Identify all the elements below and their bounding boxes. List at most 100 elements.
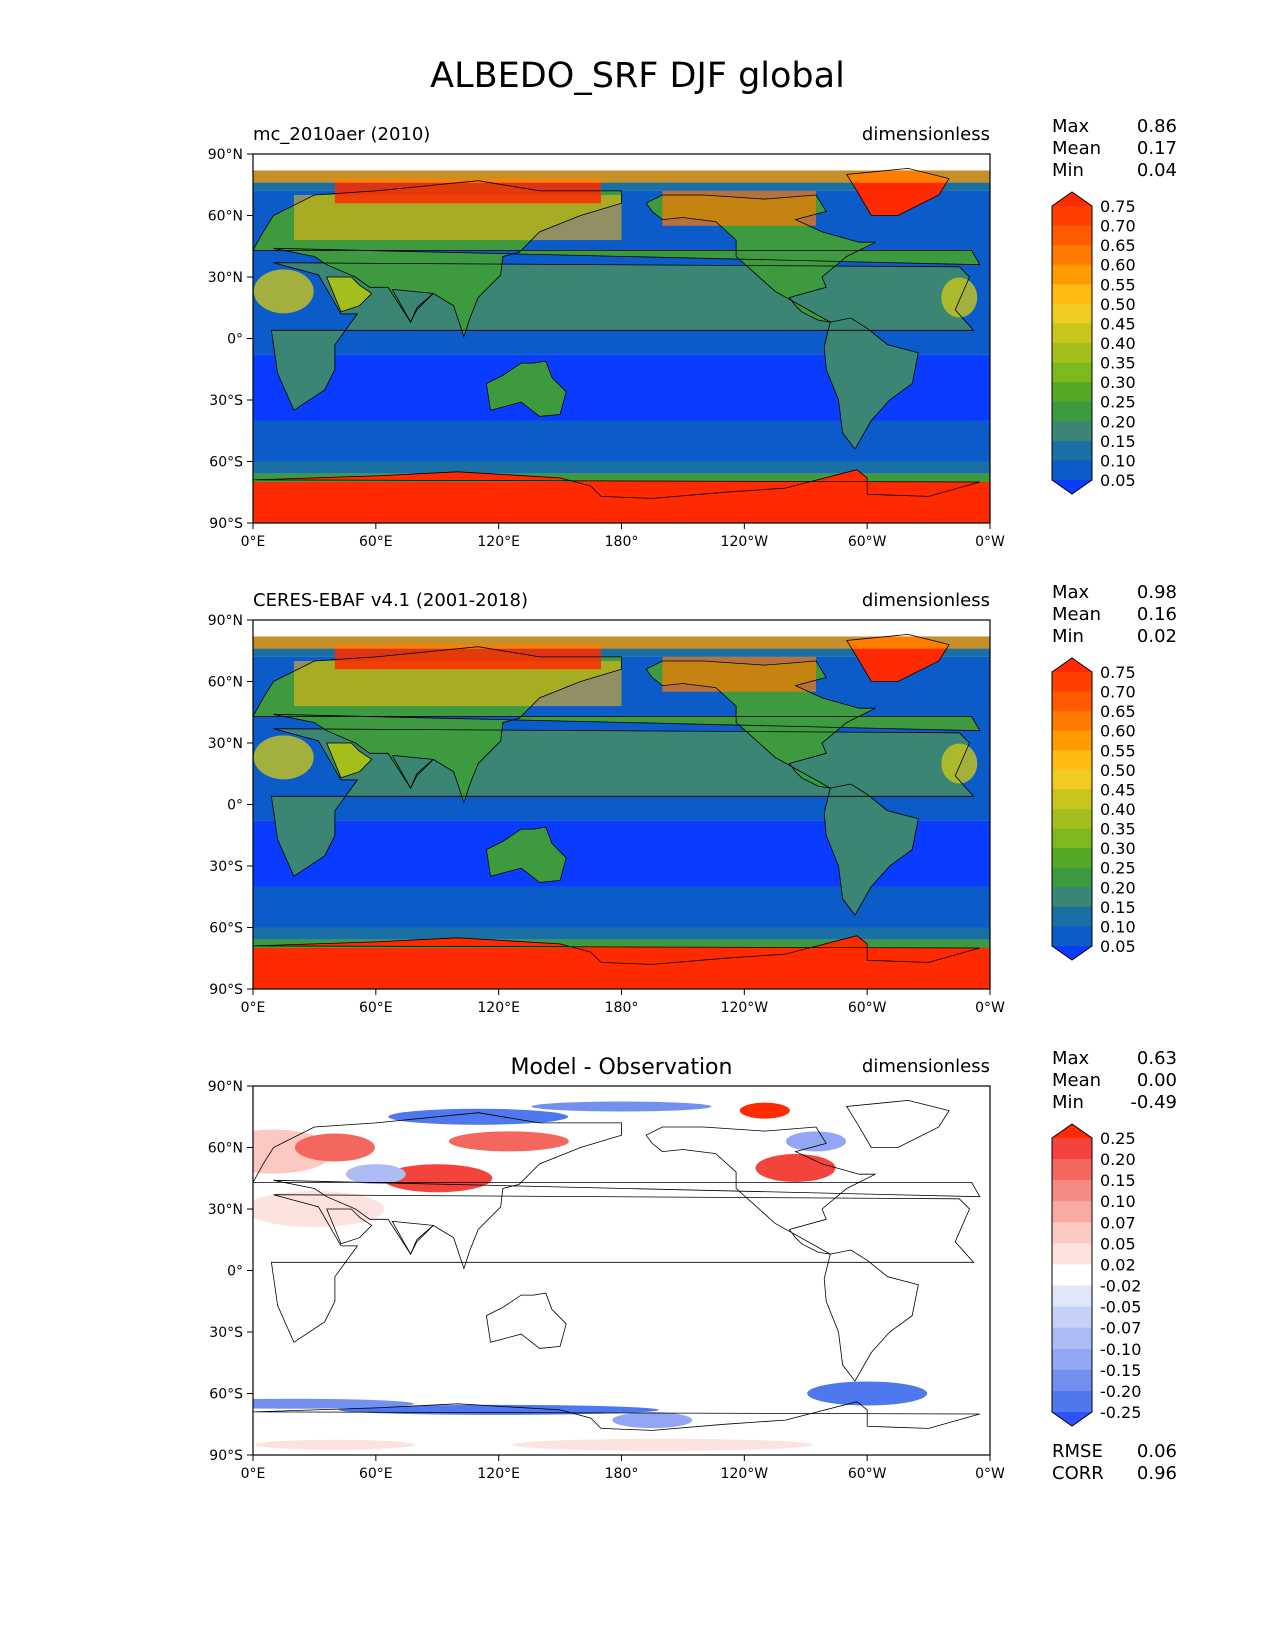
- coastline-s_america: [823, 1249, 919, 1382]
- colorbar-segment: [1052, 264, 1092, 285]
- lat-band: [253, 927, 990, 940]
- lat-tick-label: 0°: [227, 332, 243, 348]
- land-australia: [486, 361, 567, 417]
- anomaly-region: [388, 1108, 569, 1125]
- colorbar-level-label: 0.10: [1100, 1192, 1136, 1211]
- panel-units: dimensionless: [862, 590, 990, 611]
- colorbar-level-label: 0.20: [1100, 878, 1136, 897]
- lon-tick-label: 120°E: [477, 534, 520, 550]
- lat-tick-label: 90°N: [208, 613, 243, 629]
- colorbar-level-label: 0.55: [1100, 275, 1136, 294]
- anomaly-region: [785, 1131, 846, 1152]
- lon-tick-label: 0°E: [241, 534, 266, 550]
- colorbar-segment: [1052, 789, 1092, 810]
- colorbar-segment: [1052, 828, 1092, 849]
- colorbar-level-label: 0.30: [1100, 839, 1136, 858]
- colorbar-segment: [1052, 225, 1092, 246]
- colorbar-level-label: 0.20: [1100, 1150, 1136, 1169]
- lat-tick-label: 90°N: [208, 147, 243, 163]
- footer-stat-value: 0.06: [1137, 1441, 1177, 1462]
- anomaly-region: [807, 1381, 928, 1406]
- coastline-n_america: [645, 660, 876, 789]
- land-arabia: [326, 277, 372, 312]
- stat-label: Min: [1052, 1092, 1084, 1113]
- coastline-n_america: [645, 1126, 876, 1255]
- stat-value: 0.02: [1137, 626, 1177, 647]
- land-india: [392, 755, 434, 789]
- coastline-antarctica: [253, 1401, 980, 1431]
- map-field: [253, 1086, 990, 1455]
- arctic-ice: [253, 636, 990, 649]
- lat-tick-label: 60°N: [208, 209, 243, 225]
- colorbar-segment: [1052, 245, 1092, 266]
- anomaly-region: [253, 1191, 385, 1227]
- land-antarctica: [253, 469, 980, 499]
- colorbar-segment: [1052, 1243, 1092, 1265]
- lon-tick-label: 60°W: [848, 534, 887, 550]
- coastline-australia: [485, 826, 567, 883]
- observation-panel: CERES-EBAF v4.1 (2001-2018) dimensionless…: [208, 582, 1177, 1016]
- lon-tick-label: 60°E: [359, 534, 393, 550]
- colorbar-segment: [1052, 711, 1092, 732]
- coastline-arabia: [326, 742, 373, 779]
- colorbar-level-label: 0.25: [1100, 1129, 1136, 1148]
- lon-tick-label: 60°E: [359, 1000, 393, 1016]
- colorbar-segment: [1052, 1180, 1092, 1202]
- panel-title-left: mc_2010aer (2010): [253, 124, 430, 145]
- lat-tick-label: 30°S: [209, 393, 243, 409]
- colorbar-level-label: 0.20: [1100, 412, 1136, 431]
- colorbar-segment: [1052, 672, 1092, 693]
- anomaly-region: [448, 1131, 569, 1152]
- colorbar-segment: [1052, 926, 1092, 947]
- coastline-africa: [270, 1194, 975, 1343]
- colorbar-level-label: -0.15: [1100, 1361, 1141, 1380]
- colorbar-level-label: 0.75: [1100, 663, 1136, 682]
- lon-tick-label: 60°E: [359, 1466, 393, 1482]
- lat-band: [253, 473, 990, 482]
- coastline-africa: [270, 262, 975, 411]
- colorbar-level-label: 0.05: [1100, 1234, 1136, 1253]
- land-india: [392, 289, 434, 323]
- colorbar-level-label: 0.35: [1100, 354, 1136, 373]
- lon-tick-label: 0°W: [975, 534, 1005, 550]
- colorbar-segment: [1052, 848, 1092, 869]
- colorbar-level-label: 0.45: [1100, 314, 1136, 333]
- colorbar-level-label: 0.40: [1100, 334, 1136, 353]
- stat-label: Max: [1052, 116, 1090, 137]
- coastline-antarctica: [253, 469, 980, 499]
- colorbar-segment: [1052, 867, 1092, 888]
- colorbar-segment: [1052, 421, 1092, 442]
- colorbar-segment: [1052, 323, 1092, 344]
- colorbar-level-label: 0.25: [1100, 393, 1136, 412]
- colorbar-level-label: 0.60: [1100, 256, 1136, 275]
- colorbar-segment: [1052, 809, 1092, 830]
- stat-label: Mean: [1052, 1070, 1101, 1091]
- lat-tick-label: 30°N: [208, 270, 243, 286]
- anomaly-region: [294, 1133, 375, 1162]
- colorbar-level-label: 0.50: [1100, 295, 1136, 314]
- colorbar-level-label: 0.65: [1100, 702, 1136, 721]
- lat-band: [253, 886, 990, 928]
- lat-tick-label: 60°N: [208, 1141, 243, 1157]
- colorbar-level-label: 0.75: [1100, 197, 1136, 216]
- colorbar-segment: [1052, 887, 1092, 908]
- stat-value: 0.86: [1137, 116, 1177, 137]
- anomaly-region: [612, 1412, 693, 1429]
- figure-title: ALBEDO_SRF DJF global: [430, 56, 845, 96]
- lon-tick-label: 120°W: [721, 534, 769, 550]
- lat-tick-label: 60°S: [209, 455, 243, 471]
- anomaly-region: [253, 1398, 414, 1409]
- coastline-australia: [485, 360, 567, 417]
- arctic-ice: [253, 170, 990, 183]
- coastline-greenland: [846, 167, 950, 216]
- colorbar-segment: [1052, 284, 1092, 305]
- lat-tick-label: 90°S: [209, 516, 243, 532]
- colorbar-extend-bottom: [1052, 946, 1092, 960]
- colorbar-level-label: 0.15: [1100, 1171, 1136, 1190]
- colorbar-level-label: -0.10: [1100, 1340, 1141, 1359]
- anomaly-region: [382, 1164, 493, 1193]
- colorbar-segment: [1052, 1159, 1092, 1181]
- colorbar-segment: [1052, 1369, 1092, 1392]
- lon-tick-label: 60°W: [848, 1466, 887, 1482]
- lat-band: [253, 461, 990, 474]
